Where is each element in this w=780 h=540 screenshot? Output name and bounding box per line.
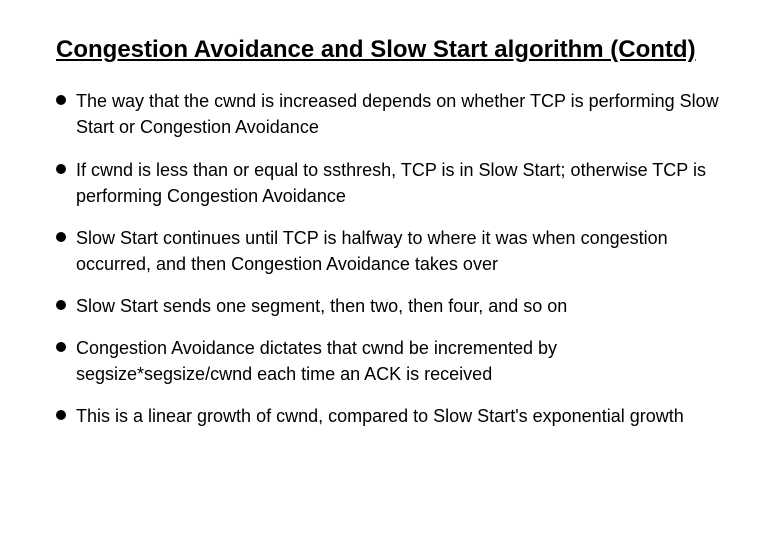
list-item: If cwnd is less than or equal to ssthres…: [56, 157, 724, 209]
bullet-list: The way that the cwnd is increased depen…: [56, 88, 724, 429]
list-item: The way that the cwnd is increased depen…: [56, 88, 724, 140]
list-item: This is a linear growth of cwnd, compare…: [56, 403, 724, 429]
slide-title: Congestion Avoidance and Slow Start algo…: [56, 34, 724, 66]
slide-container: Congestion Avoidance and Slow Start algo…: [0, 0, 780, 465]
list-item: Slow Start continues until TCP is halfwa…: [56, 225, 724, 277]
list-item: Slow Start sends one segment, then two, …: [56, 293, 724, 319]
list-item: Congestion Avoidance dictates that cwnd …: [56, 335, 724, 387]
